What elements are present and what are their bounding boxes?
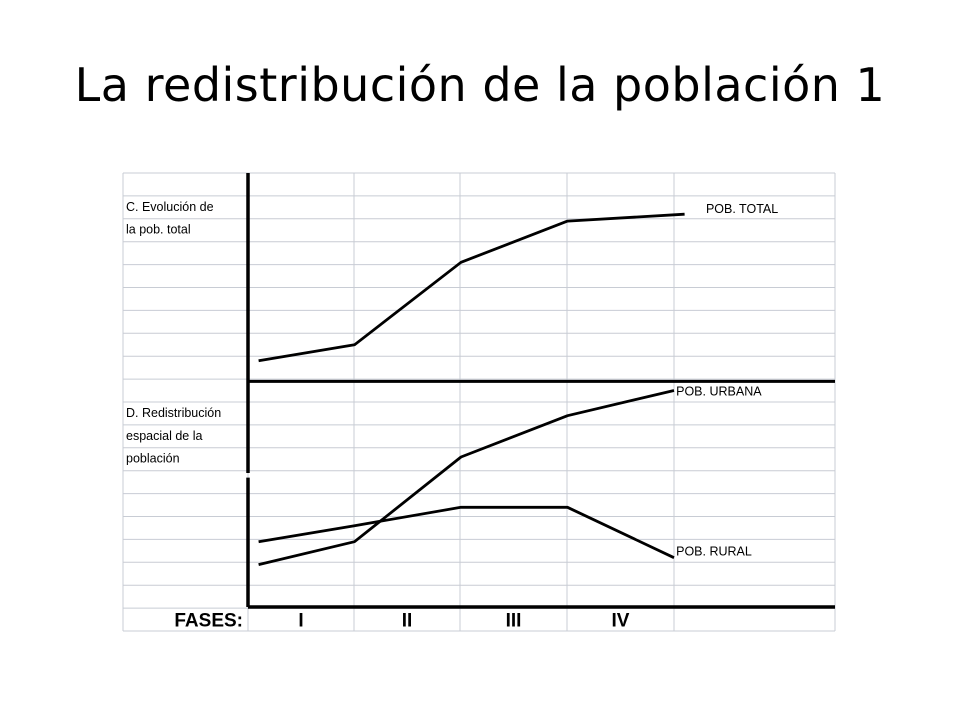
fases-label: FASES:: [174, 610, 243, 631]
fase-4: IV: [612, 610, 630, 631]
panel-c-label-line: la pob. total: [126, 223, 191, 237]
labels: POB. TOTAL POB. URBANA POB. RURAL C. Evoluc…: [126, 200, 778, 632]
curve-pob-rural: [258, 505, 675, 559]
page-title: La redistribución de la población 1: [74, 58, 886, 112]
grid: [122, 172, 836, 632]
fase-2: II: [402, 610, 413, 631]
curves: [258, 212, 685, 566]
panel-c-label-line: C. Evolución de: [126, 200, 214, 214]
fase-1: I: [298, 610, 303, 631]
panel-d-label-line: población: [126, 452, 180, 466]
label-pob-rural: POB. RURAL: [676, 545, 752, 559]
label-pob-urbana: POB. URBANA: [676, 385, 762, 399]
axes: [246, 173, 835, 609]
curve-pob-urbana: [258, 389, 675, 566]
label-pob-total: POB. TOTAL: [706, 202, 778, 216]
panel-d-label-line: D. Redistribución: [126, 406, 221, 420]
fase-3: III: [506, 610, 522, 631]
panel-d-label-line: espacial de la: [126, 429, 202, 443]
curve-pob-total: [258, 212, 685, 363]
